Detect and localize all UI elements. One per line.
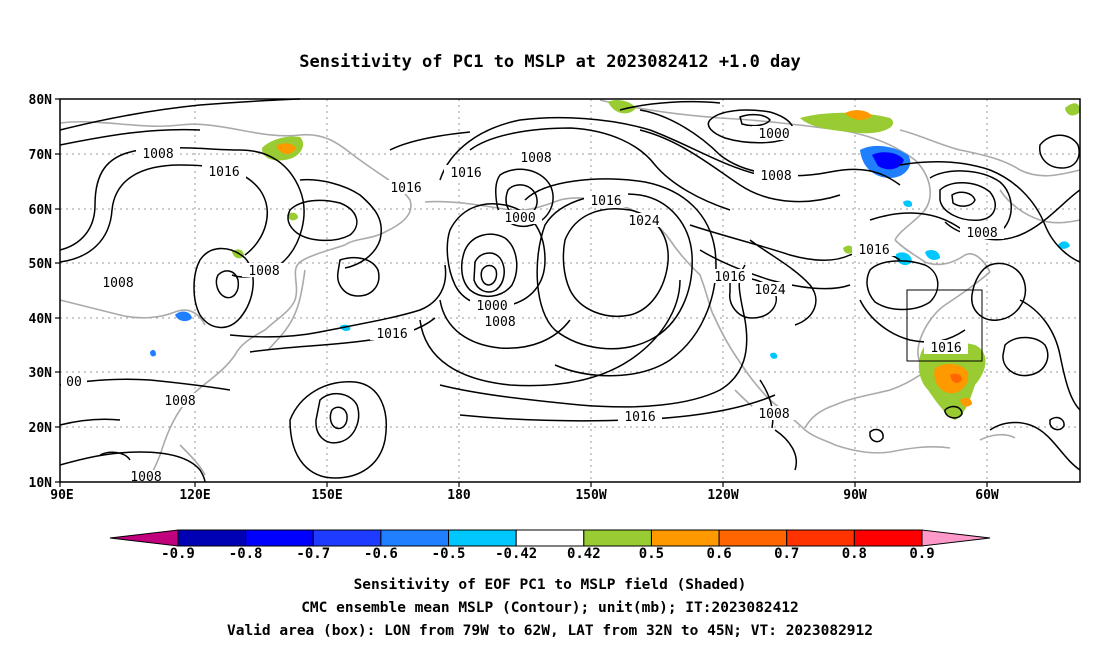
contour-label: 1024 bbox=[628, 214, 659, 229]
contour-label: 1000 bbox=[476, 299, 507, 314]
contour-label: 1008 bbox=[760, 169, 791, 184]
lon-axis: 90E 120E 150E 180 150W 120W 90W 60W bbox=[50, 488, 999, 503]
mslp-contours bbox=[59, 98, 1081, 483]
contour-label: 1016 bbox=[714, 270, 745, 285]
contour-label: 00 bbox=[66, 375, 82, 390]
colorbar-labels: -0.9 -0.8 -0.7 -0.6 -0.5 -0.42 0.42 0.5 0.6 0.7 0.… bbox=[161, 546, 935, 562]
lat-label: 60N bbox=[29, 203, 53, 218]
contour-label: 1016 bbox=[376, 327, 407, 342]
lat-label: 10N bbox=[29, 476, 53, 491]
contour-label: 1008 bbox=[758, 407, 789, 422]
colorbar-arrow-left bbox=[109, 529, 179, 547]
caption-line-3: Valid area (box): LON from 79W to 62W, L… bbox=[227, 623, 873, 639]
colorbar bbox=[109, 529, 991, 547]
figure-title: Sensitivity of PC1 to MSLP at 2023082412… bbox=[299, 52, 801, 72]
lon-label: 150E bbox=[311, 488, 342, 503]
contour-label: 1008 bbox=[142, 147, 173, 162]
contour-label: 1016 bbox=[450, 166, 481, 181]
contour-label: 1008 bbox=[966, 226, 997, 241]
lat-label: 20N bbox=[29, 421, 53, 436]
colorbar-tick-label: 0.6 bbox=[706, 546, 731, 562]
colorbar-tick-label: -0.6 bbox=[364, 546, 398, 562]
lat-label: 40N bbox=[29, 312, 53, 327]
lat-ticks bbox=[55, 98, 60, 483]
colorbar-tick-label: -0.7 bbox=[296, 546, 330, 562]
contour-label: 1008 bbox=[484, 315, 515, 330]
colorbar-tick-label: -0.9 bbox=[161, 546, 195, 562]
lon-label: 120E bbox=[179, 488, 210, 503]
contour-label: 1016 bbox=[208, 165, 239, 180]
colorbar-segment bbox=[718, 529, 788, 547]
colorbar-segment bbox=[448, 529, 517, 547]
contour-label: 1016 bbox=[590, 194, 621, 209]
coastlines bbox=[59, 99, 1081, 483]
caption-line-2: CMC ensemble mean MSLP (Contour); unit(m… bbox=[301, 600, 799, 616]
colorbar-segment bbox=[177, 529, 247, 547]
colorbar-segment bbox=[786, 529, 855, 547]
lat-label: 30N bbox=[29, 366, 53, 381]
contour-label: 1024 bbox=[754, 283, 785, 298]
caption-line-1: Sensitivity of EOF PC1 to MSLP field (Sh… bbox=[354, 577, 747, 593]
map-border bbox=[59, 98, 1081, 483]
lon-label: 90W bbox=[843, 488, 867, 503]
colorbar-tick-label: 0.7 bbox=[774, 546, 799, 562]
colorbar-segment bbox=[245, 529, 314, 547]
colorbar-tick-label: -0.42 bbox=[495, 546, 537, 562]
colorbar-tick-label: -0.8 bbox=[229, 546, 263, 562]
contour-label: 1000 bbox=[758, 127, 789, 142]
colorbar-tick-label: 0.5 bbox=[639, 546, 664, 562]
valid-area-box bbox=[906, 289, 983, 362]
contour-label: 1008 bbox=[520, 151, 551, 166]
colorbar-tick-label: 0.8 bbox=[842, 546, 867, 562]
contour-label: 1016 bbox=[390, 181, 421, 196]
lon-label: 180 bbox=[447, 488, 471, 503]
contour-label: 1008 bbox=[164, 394, 195, 409]
lon-label: 150W bbox=[575, 488, 606, 503]
lon-label: 60W bbox=[975, 488, 999, 503]
contour-label: 1008 bbox=[102, 276, 133, 291]
lon-label: 90E bbox=[50, 488, 73, 503]
lat-label: 80N bbox=[29, 93, 53, 108]
contour-label: 1016 bbox=[858, 243, 889, 258]
colorbar-tick-label: -0.5 bbox=[432, 546, 466, 562]
lat-axis: 80N 70N 60N 50N 40N 30N 20N 10N bbox=[29, 93, 53, 491]
colorbar-segment bbox=[380, 529, 450, 547]
contour-labels: 1008 1016 1016 1016 1008 1000 1016 1024 … bbox=[61, 126, 1004, 485]
contour-label: 1016 bbox=[930, 341, 961, 356]
contour-label: 1000 bbox=[504, 211, 535, 226]
contour-label: 1016 bbox=[624, 410, 655, 425]
colorbar-segment bbox=[853, 529, 923, 547]
lat-label: 70N bbox=[29, 148, 53, 163]
colorbar-segment bbox=[650, 529, 720, 547]
colorbar-segment bbox=[583, 529, 652, 547]
colorbar-segment bbox=[515, 529, 585, 547]
contour-label: 1008 bbox=[248, 264, 279, 279]
colorbar-arrow-right bbox=[921, 529, 991, 547]
lon-ticks bbox=[59, 482, 988, 487]
colorbar-tick-label: 0.42 bbox=[567, 546, 601, 562]
colorbar-segment bbox=[312, 529, 382, 547]
graticule bbox=[60, 99, 1080, 482]
colorbar-tick-label: 0.9 bbox=[909, 546, 934, 562]
lat-label: 50N bbox=[29, 257, 53, 272]
lon-label: 120W bbox=[707, 488, 738, 503]
